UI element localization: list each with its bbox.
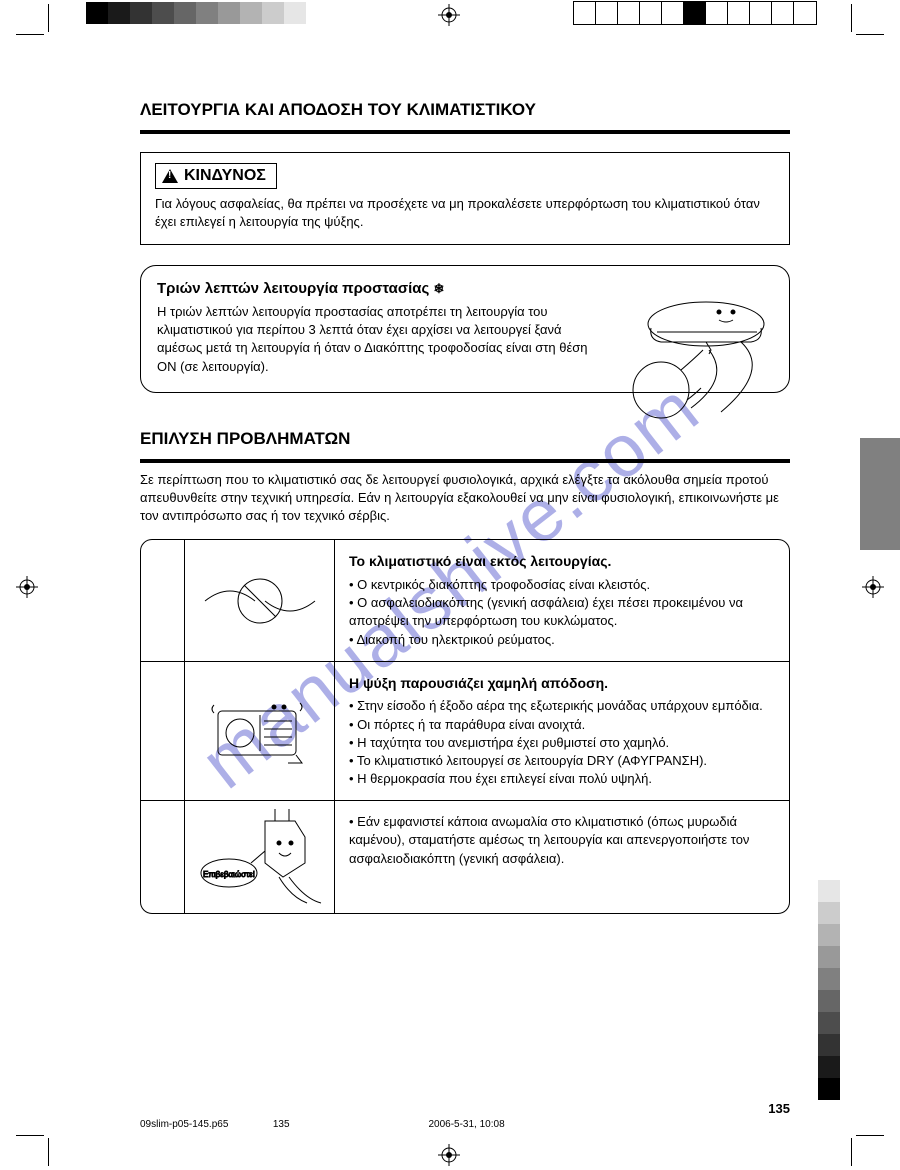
row-heading: Η ψύξη παρουσιάζει χαμηλή απόδοση. — [349, 674, 775, 694]
crop-mark — [856, 1135, 884, 1136]
grayscale-bar — [86, 2, 328, 24]
info-body: Η τριών λεπτών λειτουργία προστασίας απο… — [157, 303, 597, 376]
no-cable-icon — [200, 566, 320, 636]
table-cell-text: Η ψύξη παρουσιάζει χαμηλή απόδοση. • Στη… — [335, 662, 789, 801]
outdoor-unit-icon — [200, 691, 320, 771]
crop-mark — [16, 34, 44, 35]
plug-confirm-icon: Επιβεβαιώστε! — [195, 807, 325, 907]
section-2-intro: Σε περίπτωση που το κλιματιστικό σας δε … — [140, 471, 790, 526]
table-cell-index — [141, 540, 185, 660]
row-heading: Το κλιματιστικό είναι εκτός λειτουργίας. — [349, 552, 775, 572]
page-tab — [860, 438, 900, 550]
table-cell-text: Το κλιματιστικό είναι εκτός λειτουργίας.… — [335, 540, 789, 660]
row-body: • Εάν εμφανιστεί κάποια ανωμαλία στο κλι… — [349, 813, 775, 868]
section-1-title: ΛΕΙΤΟΥΡΓΙΑ ΚΑΙ ΑΠΟΔΟΣΗ ΤΟΥ ΚΛΙΜΑΤΙΣΤΙΚΟΥ — [140, 100, 790, 120]
crop-mark — [48, 4, 49, 32]
crop-mark — [856, 34, 884, 35]
table-cell-image: Επιβεβαιώστε! — [185, 801, 335, 913]
section-2: ΕΠΙΛΥΣΗ ΠΡΟΒΛΗΜΑΤΩΝ Σε περίπτωση που το … — [140, 429, 790, 914]
snowflake-icon: ❄ — [433, 281, 444, 297]
crop-mark — [851, 1138, 852, 1166]
footer-info: 09slim-p05-145.p65 135 2006-5-31, 10:08 — [140, 1119, 505, 1130]
footer-file: 09slim-p05-145.p65 — [140, 1119, 228, 1130]
crop-mark — [16, 1135, 44, 1136]
footer-page: 135 — [273, 1119, 290, 1130]
section-rule — [140, 130, 790, 134]
troubleshoot-table: Το κλιματιστικό είναι εκτός λειτουργίας.… — [140, 539, 790, 914]
ac-unit-illustration — [591, 290, 771, 430]
page-content: ΛΕΙΤΟΥΡΓΙΑ ΚΑΙ ΑΠΟΔΟΣΗ ΤΟΥ ΚΛΙΜΑΤΙΣΤΙΚΟΥ… — [140, 100, 790, 914]
page-number: 135 — [768, 1101, 790, 1116]
crop-mark — [48, 1138, 49, 1166]
bw-bar — [574, 2, 816, 24]
info-heading-text: Τριών λεπτών λειτουργία προστασίας — [157, 280, 429, 297]
table-cell-text: • Εάν εμφανιστεί κάποια ανωμαλία στο κλι… — [335, 801, 789, 913]
footer-date: 2006-5-31, 10:08 — [428, 1119, 504, 1130]
warning-triangle-icon — [162, 169, 178, 183]
table-cell-image — [185, 662, 335, 801]
table-row: Η ψύξη παρουσιάζει χαμηλή απόδοση. • Στη… — [141, 661, 789, 801]
section-2-title: ΕΠΙΛΥΣΗ ΠΡΟΒΛΗΜΑΤΩΝ — [140, 429, 790, 449]
registration-mark — [16, 576, 38, 598]
danger-box: ΚΙΝΔΥΝΟΣ Για λόγους ασφαλείας, θα πρέπει… — [140, 152, 790, 245]
registration-mark — [862, 576, 884, 598]
row-body: • Στην είσοδο ή έξοδο αέρα της εξωτερική… — [349, 697, 775, 788]
danger-body: Για λόγους ασφαλείας, θα πρέπει να προσέ… — [155, 195, 775, 230]
registration-mark — [438, 1144, 460, 1166]
danger-label: ΚΙΝΔΥΝΟΣ — [184, 167, 266, 185]
registration-mark — [438, 4, 460, 26]
section-rule — [140, 459, 790, 463]
bubble-text: Επιβεβαιώστε! — [203, 870, 255, 879]
grayscale-bar-right — [818, 858, 840, 1100]
table-cell-index — [141, 801, 185, 913]
table-row: Επιβεβαιώστε! • Εάν εμφανιστεί κάποια αν… — [141, 800, 789, 913]
crop-mark — [851, 4, 852, 32]
table-row: Το κλιματιστικό είναι εκτός λειτουργίας.… — [141, 540, 789, 660]
info-box: Τριών λεπτών λειτουργία προστασίας ❄ Η τ… — [140, 265, 790, 393]
table-cell-image — [185, 540, 335, 660]
table-cell-index — [141, 662, 185, 801]
row-body: • Ο κεντρικός διακόπτης τροφοδοσίας είνα… — [349, 576, 775, 649]
danger-head: ΚΙΝΔΥΝΟΣ — [155, 163, 277, 189]
